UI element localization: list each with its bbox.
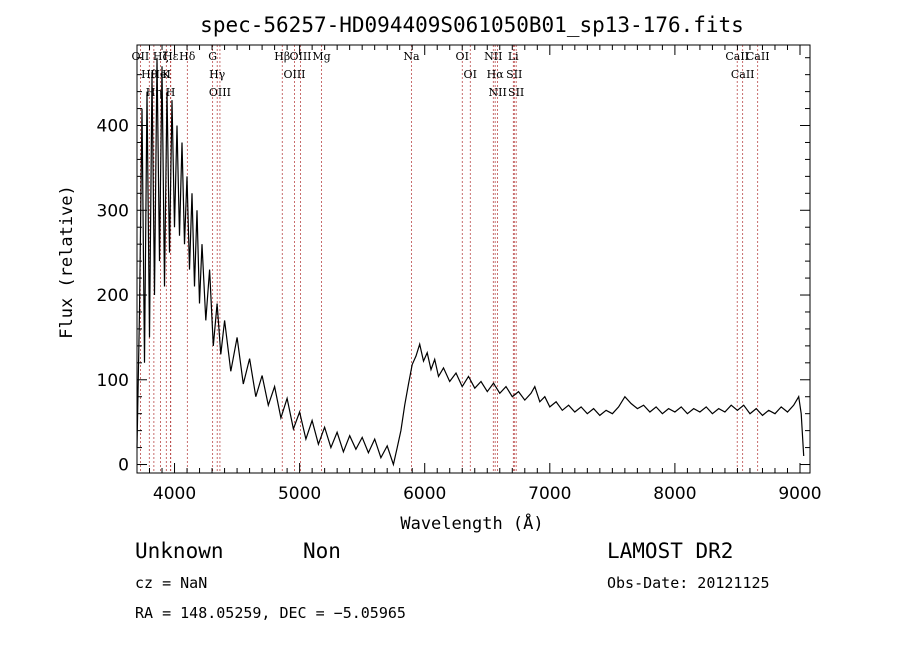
x-tick-label: 8000 xyxy=(653,484,696,504)
emission-line-label: Hγ xyxy=(209,68,226,81)
x-tick-label: 7000 xyxy=(528,484,571,504)
chart-title: spec-56257-HD094409S061050B01_sp13-176.f… xyxy=(200,13,744,37)
emission-line-label: OI xyxy=(464,68,477,81)
emission-line-label: Hθ xyxy=(141,68,158,81)
spectrum-series-line xyxy=(136,57,805,467)
y-tick-label: 300 xyxy=(97,201,129,221)
emission-line-label: K xyxy=(162,68,171,81)
emission-line-label: OII xyxy=(132,50,150,63)
emission-line-label: OIII xyxy=(289,50,311,63)
emission-line-label: NII xyxy=(488,86,506,99)
emission-line-label: Hε xyxy=(163,50,179,63)
emission-line-label: CaII xyxy=(731,68,755,81)
redshift-value: cz = NaN xyxy=(135,574,207,592)
emission-line-label: OI xyxy=(456,50,469,63)
emission-line-label: Na xyxy=(403,50,420,63)
emission-line-label: Hη xyxy=(146,86,162,99)
object-subclass: Non xyxy=(303,539,341,563)
emission-line-label: Hβ xyxy=(274,50,290,63)
emission-line-label: Hδ xyxy=(179,50,196,63)
y-tick-label: 0 xyxy=(118,456,129,476)
x-tick-label: 4000 xyxy=(153,484,196,504)
object-class: Unknown xyxy=(135,539,224,563)
x-tick-label: 9000 xyxy=(778,484,821,504)
emission-line-label: SII xyxy=(506,68,522,81)
x-tick-label: 5000 xyxy=(278,484,321,504)
sky-coordinates: RA = 148.05259, DEC = −5.05965 xyxy=(135,604,406,622)
y-tick-label: 200 xyxy=(97,286,129,306)
y-axis-label: Flux (relative) xyxy=(57,185,77,339)
emission-line-label: Hα xyxy=(487,68,505,81)
y-tick-label: 100 xyxy=(97,371,129,391)
emission-line-markers xyxy=(140,45,759,473)
emission-line-label: OIII xyxy=(283,68,305,81)
y-axis-ticks: 0 100 200 300 400 xyxy=(97,57,810,476)
emission-line-label: HeI xyxy=(150,68,170,81)
observation-date: Obs-Date: 20121125 xyxy=(607,574,770,592)
emission-line-label: Mg xyxy=(312,50,330,63)
emission-line-label: CaII xyxy=(725,50,749,63)
emission-line-label: G xyxy=(208,50,217,63)
emission-line-label: OIII xyxy=(209,86,231,99)
emission-line-label: Li xyxy=(508,50,519,63)
x-axis-ticks: 4000 5000 6000 7000 8000 9000 xyxy=(136,45,822,504)
emission-line-label: H xyxy=(166,86,176,99)
y-tick-label: 400 xyxy=(97,117,129,137)
x-tick-label: 6000 xyxy=(403,484,446,504)
emission-line-label: SII xyxy=(508,86,524,99)
survey-name: LAMOST DR2 xyxy=(607,539,733,563)
emission-line-label: NII xyxy=(484,50,502,63)
plot-frame xyxy=(136,44,811,474)
emission-line-label: CaII xyxy=(746,50,770,63)
x-axis-label: Wavelength (Å) xyxy=(400,512,543,534)
